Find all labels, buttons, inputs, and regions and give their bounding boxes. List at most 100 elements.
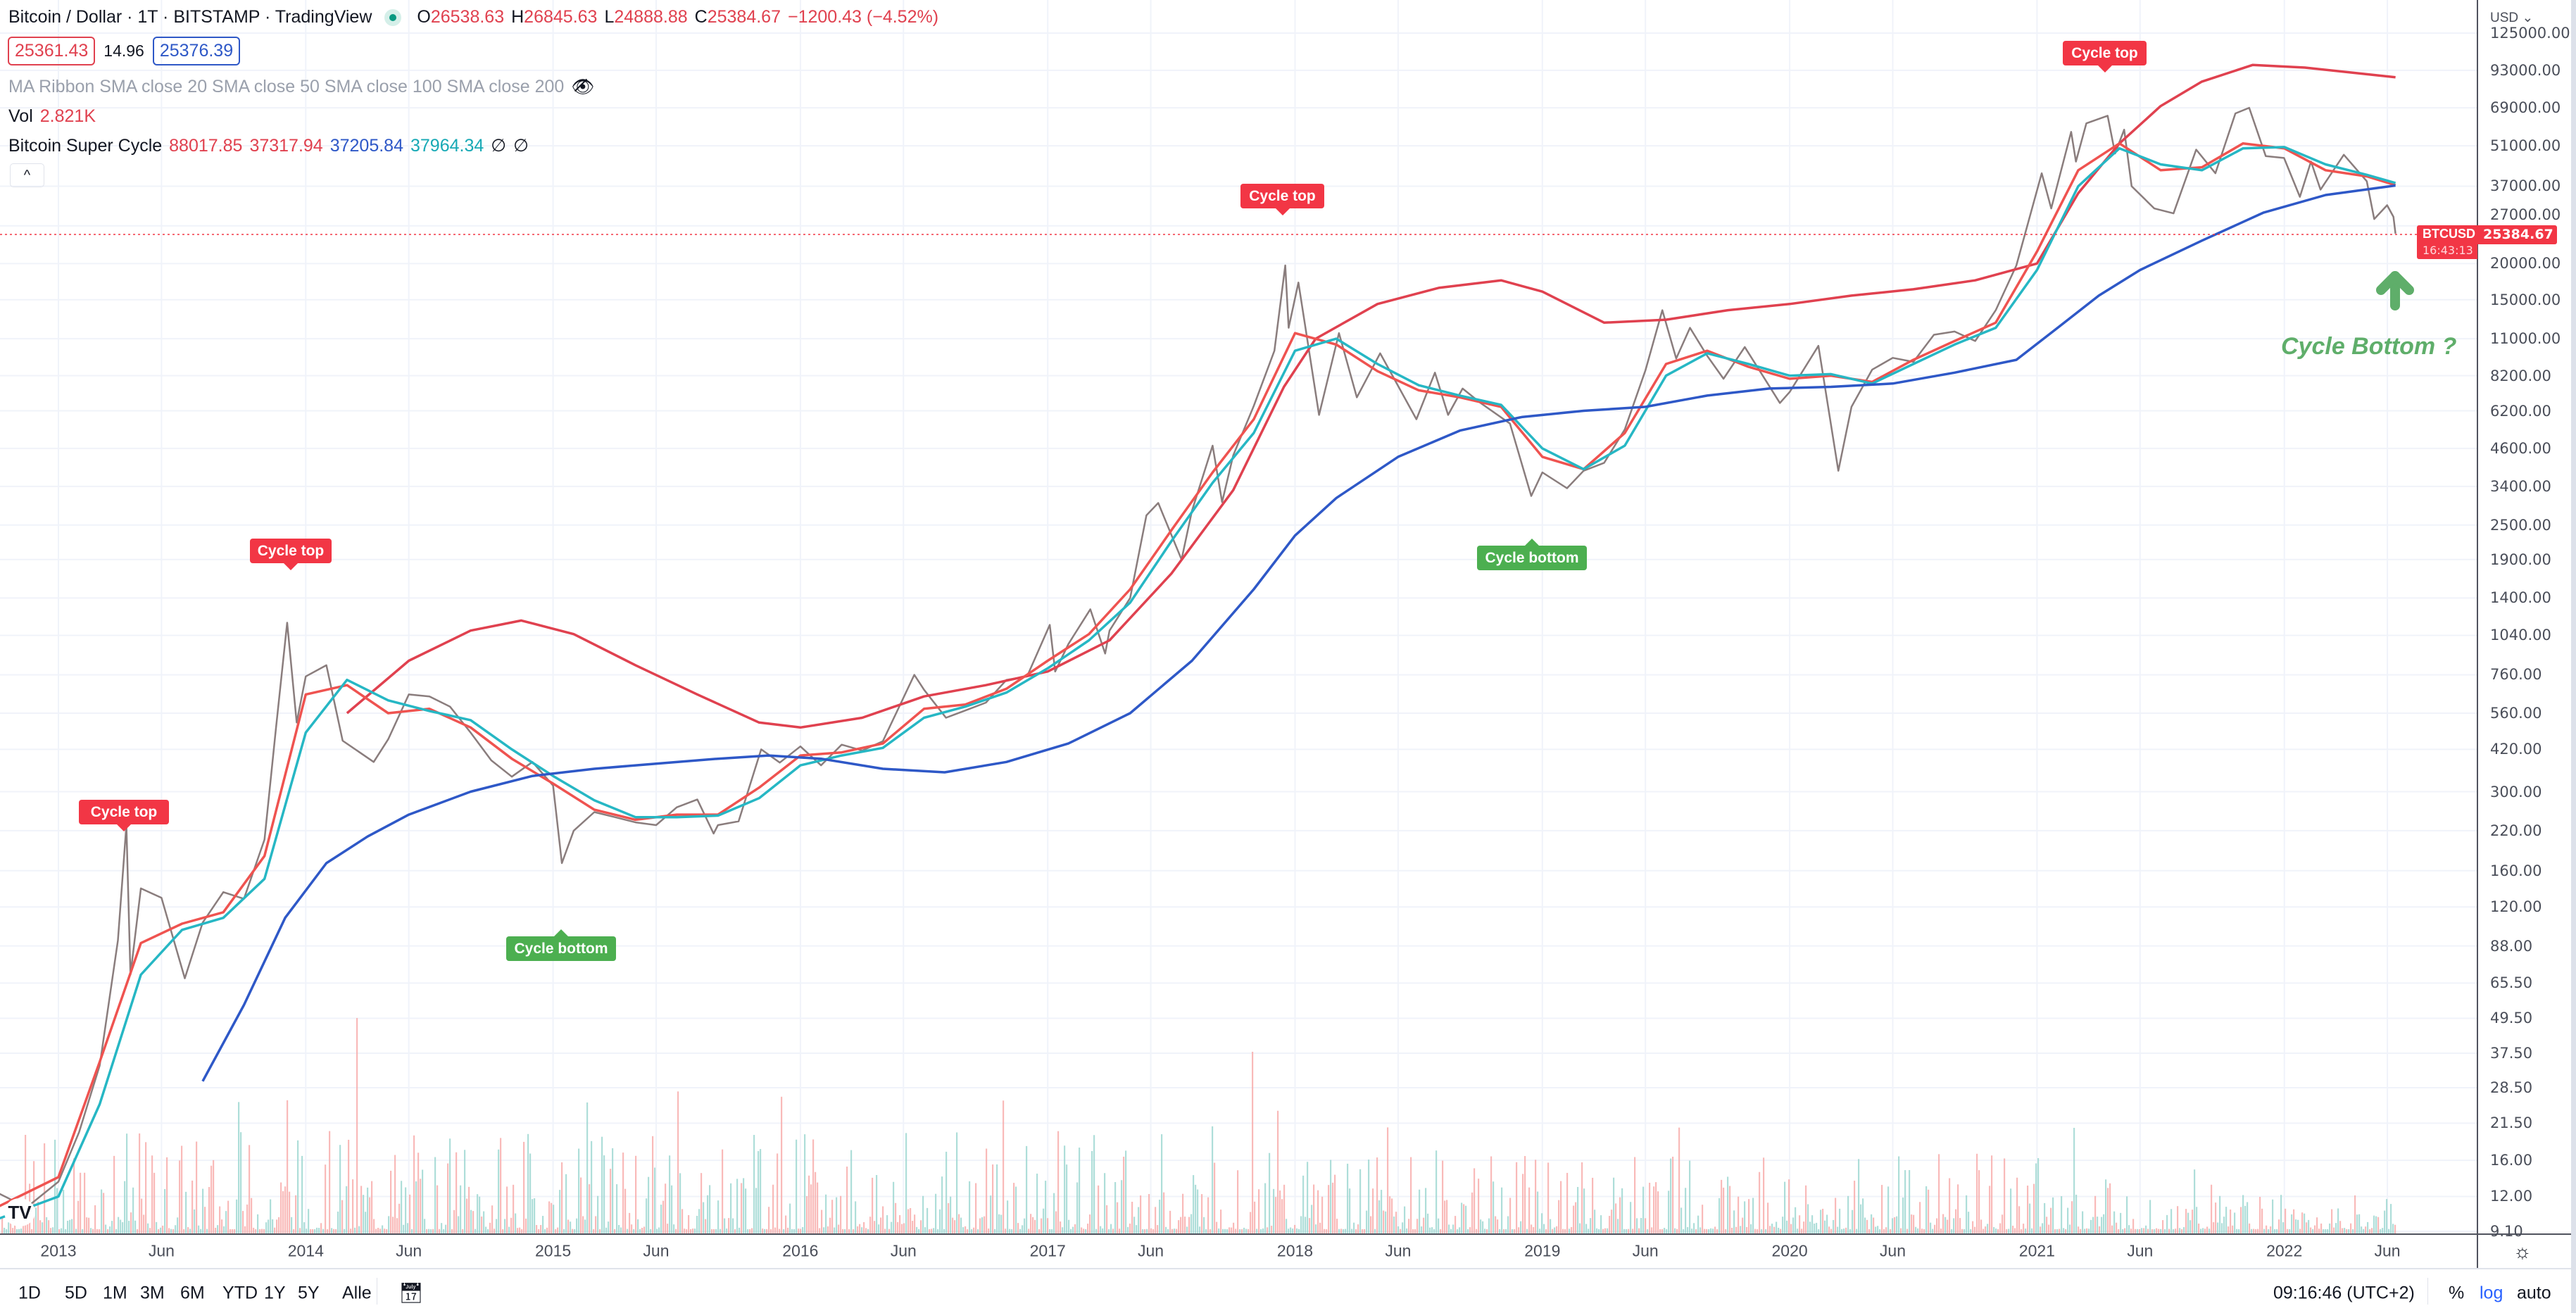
range-button-1m[interactable]: 1M	[103, 1283, 127, 1303]
price-tick-label: 125000.00	[2490, 25, 2570, 42]
volume-bar	[2124, 1228, 2126, 1233]
range-button-3m[interactable]: 3M	[140, 1283, 165, 1303]
collapse-legend-button[interactable]: ^	[10, 163, 44, 187]
symbol-title[interactable]: Bitcoin / Dollar · 1T · BITSTAMP · Tradi…	[8, 7, 372, 27]
ma-ribbon-legend[interactable]: MA Ribbon SMA close 20 SMA close 50 SMA …	[8, 76, 594, 98]
volume-bar	[2386, 1199, 2388, 1233]
volume-bar	[1440, 1229, 1442, 1233]
volume-bar	[1980, 1219, 1983, 1233]
volume-bar	[2361, 1226, 2363, 1233]
volume-bar	[1091, 1150, 1093, 1233]
volume-bar	[139, 1133, 141, 1233]
volume-bar	[1022, 1225, 1024, 1233]
price-tick-label: 220.00	[2490, 822, 2542, 839]
volume-bar	[37, 1202, 39, 1233]
volume-bar	[1771, 1224, 1773, 1233]
volume-bar	[1693, 1223, 1695, 1233]
volume-bar	[2118, 1229, 2120, 1233]
log-toggle[interactable]: log	[2480, 1283, 2503, 1303]
volume-bar	[2301, 1212, 2304, 1233]
volume-bar	[660, 1205, 662, 1233]
range-button-5y[interactable]: 5Y	[298, 1283, 320, 1303]
sell-button[interactable]: 25361.43	[8, 37, 96, 65]
volume-bar	[1197, 1189, 1199, 1233]
volume-bar	[2263, 1229, 2266, 1233]
clock-time[interactable]: 09:16:46 (UTC+2)	[2273, 1283, 2415, 1303]
volume-bar	[143, 1214, 145, 1233]
super-cycle-value-3: 37205.84	[329, 135, 403, 156]
volume-bar	[42, 1222, 44, 1233]
auto-toggle[interactable]: auto	[2517, 1283, 2551, 1303]
range-button-alle[interactable]: Alle	[342, 1283, 372, 1303]
volume-bar	[1708, 1229, 1710, 1233]
volume-bar	[2323, 1229, 2325, 1233]
volume-bar	[1385, 1211, 1387, 1233]
volume-bar	[2249, 1223, 2251, 1233]
volume-bar	[2016, 1177, 2018, 1233]
volume-bar	[1110, 1224, 1112, 1233]
volume-bar	[61, 1228, 63, 1233]
right-edge-scrollbar[interactable]	[2571, 0, 2576, 1313]
range-button-1d[interactable]: 1D	[18, 1283, 41, 1303]
price-tick-label: 16.00	[2490, 1152, 2533, 1169]
volume-legend[interactable]: Vol 2.821K	[8, 106, 96, 127]
volume-bar	[1581, 1162, 1583, 1233]
volume-bar	[4, 1227, 6, 1233]
settings-sun-icon[interactable]: ☼	[2513, 1240, 2532, 1262]
range-button-6m[interactable]: 6M	[180, 1283, 205, 1303]
volume-bar	[2078, 1226, 2080, 1233]
volume-bar	[504, 1219, 506, 1233]
price-tick-label: 12.00	[2490, 1188, 2533, 1205]
volume-bar	[1518, 1227, 1520, 1233]
time-tick-label: 2016	[782, 1241, 819, 1260]
volume-bar	[1501, 1187, 1503, 1233]
volume-bar	[2280, 1195, 2282, 1233]
volume-bar	[1218, 1228, 1220, 1233]
buy-button[interactable]: 25376.39	[152, 37, 241, 65]
volume-bar	[1212, 1126, 1214, 1233]
volume-bar	[1638, 1228, 1640, 1233]
volume-bar	[608, 1221, 610, 1233]
volume-bar	[707, 1195, 709, 1233]
volume-bar	[681, 1209, 684, 1233]
volume-bar	[2069, 1224, 2071, 1233]
volume-bar	[1579, 1223, 1581, 1233]
volume-bar	[662, 1200, 665, 1233]
volume-bar	[1214, 1162, 1216, 1233]
volume-bar	[268, 1219, 270, 1233]
percent-toggle[interactable]: %	[2449, 1283, 2465, 1303]
currency-dropdown[interactable]: USD ⌄	[2490, 11, 2534, 25]
volume-bar	[2175, 1229, 2177, 1233]
volume-bar	[1174, 1229, 1176, 1233]
volume-bar	[337, 1211, 339, 1233]
volume-bar	[109, 1226, 111, 1233]
super-cycle-legend[interactable]: Bitcoin Super Cycle 88017.85 37317.94 37…	[8, 135, 529, 156]
volume-bar	[1000, 1214, 1003, 1233]
volume-bar	[1881, 1185, 1883, 1233]
volume-bar	[1985, 1226, 1987, 1233]
volume-bar	[1678, 1127, 1680, 1233]
volume-bar	[734, 1229, 736, 1233]
volume-bar	[96, 1229, 99, 1233]
volume-bar	[787, 1227, 789, 1233]
volume-bar	[1520, 1221, 1522, 1233]
price-tick-label: 9.10	[2490, 1222, 2523, 1240]
volume-bar	[272, 1219, 274, 1233]
volume-bar	[1387, 1127, 1389, 1233]
volume-bar	[1594, 1210, 1596, 1233]
volume-bar	[1596, 1228, 1598, 1233]
range-button-5d[interactable]: 5D	[65, 1283, 87, 1303]
range-button-ytd[interactable]: YTD	[222, 1283, 258, 1303]
volume-bar	[2025, 1229, 2027, 1233]
range-button-1y[interactable]: 1Y	[264, 1283, 286, 1303]
volume-bar	[1645, 1218, 1647, 1233]
volume-bar	[246, 1204, 249, 1233]
goto-date-calendar-icon[interactable]: 📅︎	[398, 1282, 424, 1304]
hidden-eye-icon[interactable]: 👁︎	[571, 76, 595, 97]
volume-bar	[2084, 1229, 2086, 1233]
price-tick-label: 1040.00	[2490, 627, 2551, 644]
tradingview-logo[interactable]: TV	[4, 1198, 35, 1226]
volume-bar	[2168, 1229, 2170, 1233]
volume-bar	[1702, 1205, 1704, 1233]
